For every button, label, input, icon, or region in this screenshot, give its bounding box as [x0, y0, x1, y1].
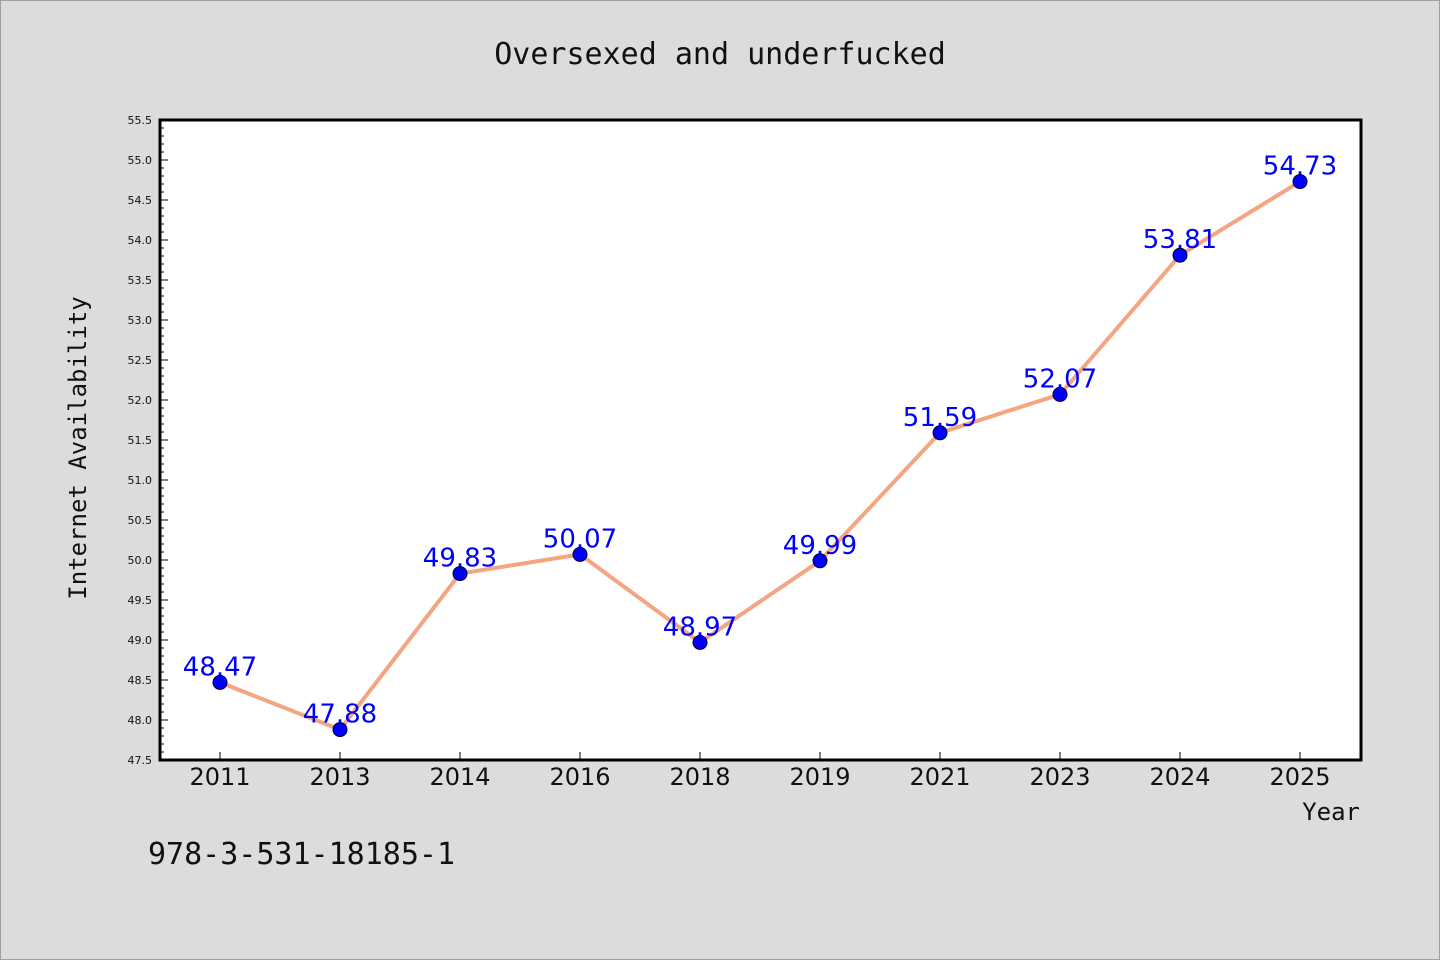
y-tick-label: 53.5 [128, 274, 153, 287]
y-tick-label: 50.5 [128, 514, 153, 527]
y-tick-label: 49.5 [128, 594, 153, 607]
data-markers [212, 174, 1308, 738]
x-tick-label: 2011 [189, 763, 250, 791]
y-tick-label: 54.0 [128, 234, 153, 247]
isbn-text: 978-3-531-18185-1 [148, 837, 455, 872]
data-point [1292, 174, 1308, 190]
data-label: 53.81 [1143, 225, 1217, 255]
y-tick-label: 51.5 [128, 434, 153, 447]
x-tick-label: 2013 [309, 763, 370, 791]
data-point [812, 553, 828, 569]
data-label: 51.59 [903, 403, 977, 433]
y-tick-label: 48.0 [128, 714, 153, 727]
y-tick-label: 55.5 [128, 114, 153, 127]
plot-area [158, 118, 1363, 762]
data-point [692, 634, 708, 650]
data-label: 47.88 [303, 700, 377, 730]
data-label: 49.99 [783, 531, 857, 561]
x-tick-label: 2018 [669, 763, 730, 791]
data-point [452, 566, 468, 582]
y-axis: 47.5 48.0 48.5 49.0 49.5 50.0 50.5 51.0 51.5 52.0… [128, 114, 168, 767]
x-tick-label: 2024 [1149, 763, 1210, 791]
x-tick-label: 2021 [909, 763, 970, 791]
x-tick-label: 2025 [1269, 763, 1330, 791]
y-tick-label: 55.0 [128, 154, 153, 167]
data-point [332, 722, 348, 738]
x-tick-label: 2014 [429, 763, 490, 791]
x-tick-label: 2023 [1029, 763, 1090, 791]
x-tick-label: 2016 [549, 763, 610, 791]
x-axis: 2011 2013 2014 2016 2018 2019 2021 2023 2024 2025 [189, 752, 1331, 791]
data-label: 48.47 [183, 652, 257, 682]
y-tick-label: 52.5 [128, 354, 153, 367]
y-tick-label: 51.0 [128, 474, 153, 487]
data-point [932, 425, 948, 441]
x-tick-label: 2019 [789, 763, 850, 791]
data-label: 49.83 [423, 544, 497, 574]
y-tick-label: 47.5 [128, 754, 153, 767]
y-tick-label: 52.0 [128, 394, 153, 407]
data-labels: 48.47 47.88 49.83 50.07 48.97 49.99 51.59 52.07… [183, 152, 1337, 730]
series-line-group [219, 179, 1302, 732]
y-axis-label: Internet Availability [64, 296, 92, 599]
y-tick-label: 54.5 [128, 194, 153, 207]
chart-title: Oversexed and underfucked [494, 37, 946, 72]
data-label: 54.73 [1263, 152, 1337, 182]
y-tick-label: 53.0 [128, 314, 153, 327]
data-point [1052, 386, 1068, 402]
data-label: 48.97 [663, 612, 737, 642]
data-point [212, 674, 228, 690]
y-tick-label: 50.0 [128, 554, 153, 567]
y-tick-label: 49.0 [128, 634, 153, 647]
data-point [1172, 247, 1188, 263]
series-line [219, 179, 1302, 732]
data-point [572, 546, 588, 562]
y-tick-label: 48.5 [128, 674, 153, 687]
data-label: 50.07 [543, 524, 617, 554]
x-axis-label: Year [1302, 798, 1360, 826]
data-label: 52.07 [1023, 364, 1097, 394]
